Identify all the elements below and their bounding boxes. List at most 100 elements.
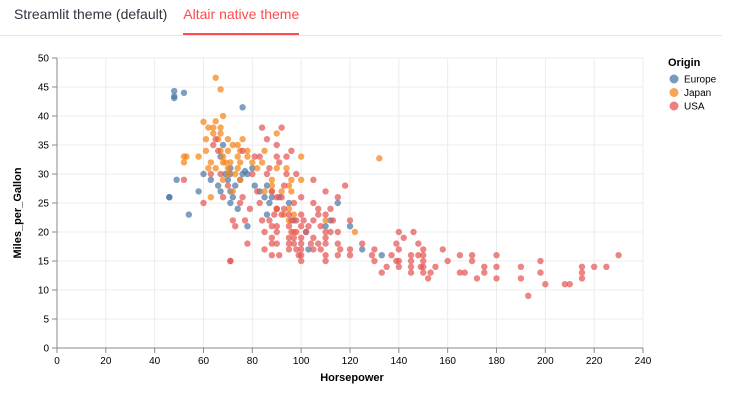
- chart-grid: [56, 57, 644, 349]
- point-usa: [180, 176, 188, 183]
- point-japan: [224, 147, 232, 154]
- point-usa: [388, 252, 395, 259]
- point-usa: [561, 281, 569, 288]
- point-usa: [288, 228, 295, 236]
- point-japan: [239, 136, 246, 143]
- point-usa: [273, 153, 280, 160]
- point-europe: [239, 104, 246, 111]
- point-usa: [310, 234, 317, 241]
- point-japan: [207, 159, 215, 166]
- point-usa: [278, 194, 285, 201]
- point-japan: [224, 170, 232, 178]
- x-tick-label: 220: [586, 356, 603, 367]
- point-usa: [297, 240, 305, 247]
- point-usa: [273, 240, 280, 247]
- point-usa: [200, 199, 207, 207]
- point-usa: [268, 188, 276, 195]
- tab-altair-native-theme[interactable]: Altair native theme: [183, 0, 300, 35]
- point-europe: [232, 182, 239, 189]
- point-usa: [275, 159, 283, 166]
- point-usa: [410, 228, 417, 236]
- point-usa: [395, 228, 403, 236]
- point-usa: [285, 223, 293, 230]
- point-usa: [481, 269, 488, 276]
- y-tick-label: 25: [38, 199, 50, 210]
- point-usa: [322, 234, 329, 241]
- point-europe: [266, 199, 273, 207]
- point-japan: [200, 118, 207, 126]
- point-usa: [542, 281, 549, 288]
- point-japan: [244, 147, 251, 154]
- point-japan: [249, 159, 256, 166]
- point-usa: [615, 252, 622, 259]
- x-axis-title: Horsepower: [320, 372, 384, 384]
- point-usa: [212, 136, 219, 143]
- point-usa: [578, 269, 586, 276]
- point-usa: [310, 246, 317, 253]
- point-usa: [273, 141, 280, 149]
- point-europe: [249, 165, 256, 172]
- point-usa: [207, 170, 215, 178]
- point-europe: [200, 170, 207, 178]
- point-usa: [280, 205, 288, 212]
- point-usa: [273, 228, 280, 236]
- point-usa: [232, 223, 239, 230]
- point-usa: [481, 263, 488, 270]
- point-usa: [239, 147, 246, 154]
- point-usa: [566, 281, 573, 288]
- point-usa: [493, 275, 500, 282]
- point-japan: [202, 147, 210, 154]
- point-usa: [322, 188, 329, 195]
- point-europe: [195, 188, 202, 195]
- point-usa: [302, 228, 310, 236]
- point-europe: [285, 199, 293, 207]
- point-usa: [268, 223, 276, 230]
- point-japan: [224, 136, 232, 143]
- y-axis-title: Miles_per_Gallon: [12, 167, 24, 258]
- point-japan: [268, 176, 276, 183]
- point-europe: [171, 87, 178, 95]
- point-europe: [171, 93, 178, 100]
- point-europe: [219, 141, 227, 149]
- point-usa: [341, 182, 349, 189]
- point-usa: [307, 240, 315, 247]
- point-usa: [290, 240, 298, 247]
- point-usa: [415, 240, 422, 247]
- x-tick-label: 60: [198, 356, 210, 367]
- point-europe: [251, 182, 258, 189]
- point-europe: [305, 246, 312, 253]
- point-usa: [461, 269, 468, 276]
- point-japan: [244, 153, 251, 160]
- point-usa: [293, 246, 300, 253]
- point-japan: [322, 217, 329, 224]
- point-europe: [207, 176, 215, 183]
- point-usa: [415, 252, 422, 259]
- point-usa: [329, 217, 337, 224]
- tab-streamlit-theme[interactable]: Streamlit theme (default): [14, 6, 168, 22]
- point-europe: [180, 89, 188, 96]
- point-usa: [315, 211, 322, 218]
- point-europe: [173, 176, 180, 183]
- point-usa: [256, 199, 263, 207]
- point-usa: [315, 240, 322, 247]
- point-europe: [234, 205, 241, 212]
- chart-axes: 0 20 40 60 80 100 120 140 160 180 200 220 240 0 5 10 15 2…: [38, 54, 652, 368]
- point-usa: [578, 263, 586, 270]
- point-usa: [271, 211, 278, 218]
- point-usa: [378, 269, 385, 276]
- point-japan: [268, 182, 276, 189]
- point-usa: [283, 170, 290, 178]
- point-usa: [420, 257, 427, 265]
- point-usa: [261, 246, 268, 253]
- point-usa: [285, 246, 293, 253]
- point-europe: [334, 199, 341, 207]
- legend-symbol-usa: [669, 101, 679, 111]
- y-tick-label: 15: [38, 257, 50, 268]
- point-japan: [219, 153, 227, 160]
- point-usa: [293, 217, 300, 224]
- point-japan: [212, 74, 219, 81]
- point-japan: [234, 153, 241, 160]
- point-usa: [297, 234, 305, 241]
- x-tick-label: 0: [54, 356, 60, 367]
- point-usa: [288, 217, 295, 224]
